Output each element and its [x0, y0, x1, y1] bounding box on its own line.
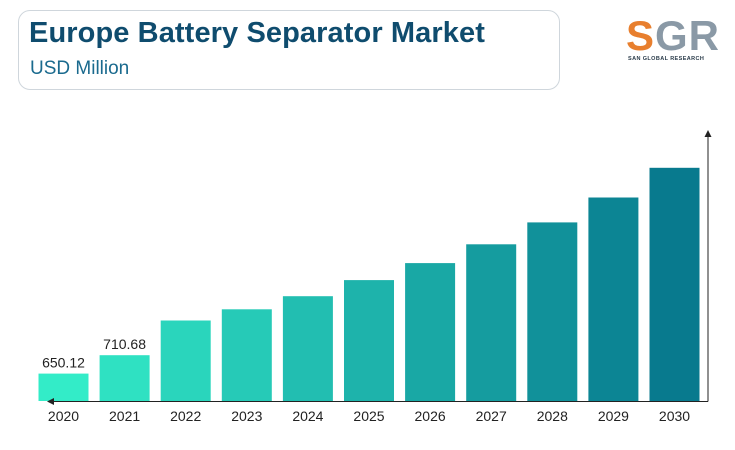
bar-2028 [527, 222, 578, 401]
bar-2021 [99, 355, 150, 401]
bar-2022 [160, 320, 211, 401]
y-axis-arrow [704, 130, 712, 137]
page-title: Europe Battery Separator Market [29, 17, 485, 49]
x-tick-label-2021: 2021 [109, 408, 140, 424]
bar-2023 [221, 309, 272, 401]
bar-2026 [405, 263, 456, 401]
x-tick-label-2028: 2028 [537, 408, 568, 424]
x-tick-label-2026: 2026 [415, 408, 446, 424]
x-tick-label-2023: 2023 [231, 408, 262, 424]
x-tick-label-2020: 2020 [48, 408, 79, 424]
x-tick-label-2024: 2024 [292, 408, 323, 424]
bar-2030 [649, 167, 700, 401]
data-label-2020: 650.12 [42, 355, 85, 371]
x-tick-label-2030: 2030 [659, 408, 690, 424]
bar-2027 [466, 244, 517, 401]
logo-letters: SGR [626, 12, 721, 59]
bar-2024 [282, 296, 333, 401]
x-tick-label-2022: 2022 [170, 408, 201, 424]
logo-tagline: SAN GLOBAL RESEARCH [628, 56, 705, 62]
x-tick-label-2025: 2025 [353, 408, 384, 424]
x-axis-arrow [47, 398, 54, 405]
sgr-logo: SGR SAN GLOBAL RESEARCH [622, 12, 724, 64]
bar-2029 [588, 197, 639, 401]
title-box: Europe Battery Separator Market USD Mill… [18, 10, 560, 90]
x-tick-label-2027: 2027 [476, 408, 507, 424]
page-subtitle: USD Million [30, 58, 130, 79]
data-label-2021: 710.68 [103, 336, 146, 352]
bar-2025 [344, 280, 394, 401]
x-tick-label-2029: 2029 [598, 408, 629, 424]
bar-2020 [38, 373, 89, 401]
